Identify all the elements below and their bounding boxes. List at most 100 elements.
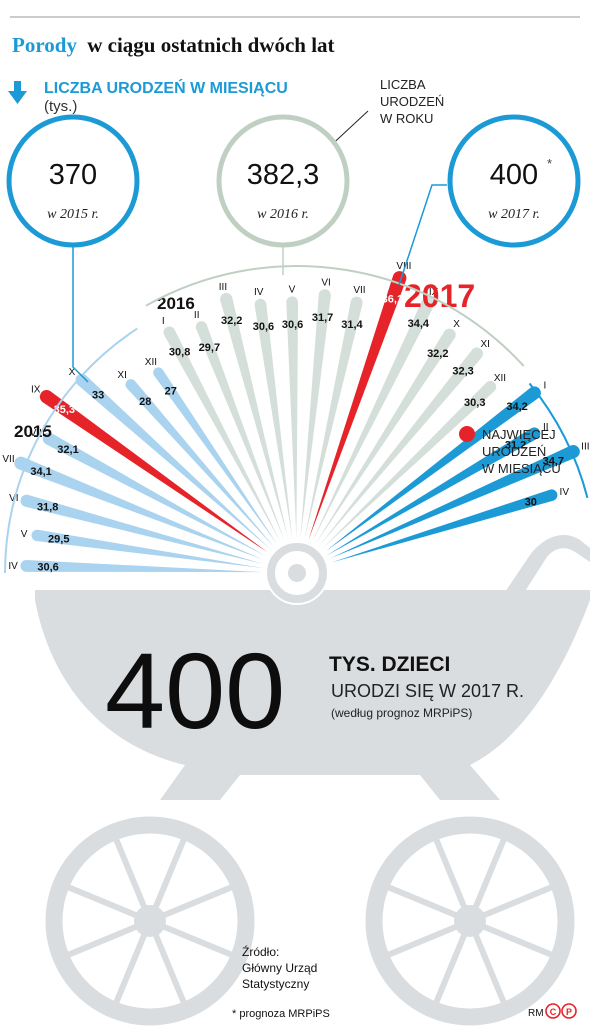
wheel-spoke (468, 918, 555, 959)
bar-2015-VII (13, 455, 267, 562)
year-label-2015: 2015 (14, 422, 52, 441)
wheel-spoke (147, 836, 188, 923)
value-label-2016-IV: 30,6 (253, 321, 274, 333)
wheel-spoke (147, 919, 188, 1006)
legend-line2: URODZEŃ (482, 444, 546, 459)
page-title: Porody w ciągu ostatnich dwóch lat (12, 33, 335, 57)
month-label-2015-XII: XII (145, 357, 157, 368)
summary-big-number: 400 (105, 630, 285, 751)
value-label-2016-X: 32,2 (427, 348, 448, 360)
month-label-2015-XI: XI (117, 370, 126, 381)
bar-2016-II (194, 320, 286, 543)
annual-value-2016: 382,3 (247, 159, 320, 191)
arrow-down-icon (8, 81, 27, 104)
value-label-2016-IX: 34,4 (408, 318, 430, 330)
value-label-2015-IV: 30,6 (37, 561, 58, 573)
month-label-2016-V: V (289, 285, 296, 296)
bar-2017-III (327, 443, 581, 561)
month-label-2016-VI: VI (321, 278, 330, 289)
bar-2015-XI (124, 378, 276, 549)
value-label-2017-IV: 30 (525, 497, 537, 509)
fan-hub (265, 541, 329, 605)
wheel-spoke (467, 836, 508, 923)
bar-2016-III (219, 291, 290, 541)
value-label-2016-III: 32,2 (221, 315, 242, 327)
press-p-icon: P (561, 1003, 577, 1019)
month-label-2016-XII: XII (494, 373, 506, 384)
bar-2015-V (30, 528, 264, 570)
month-label-2015-X: X (69, 367, 76, 378)
bar-2017-II (325, 426, 542, 557)
month-label-2015-IX: IX (31, 385, 41, 396)
value-label-2016-XI: 32,3 (452, 366, 473, 378)
month-label-2015-VII: VII (2, 454, 14, 465)
month-label-2017-III: III (581, 442, 589, 453)
summary-line2: URODZI SIĘ W 2017 R. (331, 681, 524, 701)
value-label-2016-I: 30,8 (169, 347, 190, 359)
wheel-spoke (112, 836, 153, 923)
bar-2016-X (314, 327, 457, 546)
bar-2016-IV (253, 297, 294, 540)
month-label-2016-IX: IX (429, 287, 439, 298)
value-label-2015-VIII: 32,1 (57, 444, 78, 456)
legend-line3: W MIESIĄCU (482, 461, 561, 476)
month-label-2016-VIII: VIII (396, 261, 411, 272)
fan-chart: IV 30,6V 29,5VI31,8VII34,1VIII32,1IX35,3X3… (2, 261, 589, 573)
bracket-2015 (4, 327, 138, 574)
legend-red-dot (459, 426, 475, 442)
annual-label-line3: W ROKU (380, 111, 433, 126)
value-label-2017-III: 34,7 (543, 455, 564, 467)
annual-asterisk-2017: * (547, 156, 552, 171)
bracket-2016 (145, 265, 525, 367)
wheel-spoke (112, 919, 153, 1006)
footnote: * prognoza MRPiPS (232, 1008, 330, 1020)
annual-value-2017: 400 (490, 159, 538, 191)
wheel-spoke (467, 919, 508, 1006)
value-label-2015-V: 29,5 (48, 534, 69, 546)
bar-2015-VI (19, 493, 265, 566)
value-label-2015-XII: 27 (165, 386, 177, 398)
annual-circle-2016: 382,3 w 2016 r. (216, 114, 350, 275)
month-label-2015-V: V (21, 529, 28, 540)
value-label-2016-V: 30,6 (282, 319, 303, 331)
subtitle-label: LICZBA URODZEŃ W MIESIĄCU (44, 78, 288, 97)
annual-label-line2: URODZEŃ (380, 94, 444, 109)
value-label-2017-II: 31,2 (505, 439, 526, 451)
value-label-2015-VII: 34,1 (30, 466, 51, 478)
month-label-2017-I: I (544, 380, 547, 391)
value-label-2016-VIII: 36,1 (382, 294, 403, 306)
source-line1: Źródło: (242, 944, 279, 959)
bar-2016-XI (317, 346, 485, 548)
wheel-spoke (385, 883, 472, 924)
annual-caption-2015: w 2015 r. (47, 207, 99, 222)
wheel-spoke (468, 883, 555, 924)
summary-line3: (według prognoz MRPiPS) (331, 706, 472, 720)
annual-label-line1: LICZBA (380, 77, 426, 92)
pram-illustration (35, 535, 590, 1026)
value-label-2016-II: 29,7 (199, 342, 220, 354)
svg-text:P: P (566, 1007, 572, 1017)
month-label-2016-II: II (194, 310, 200, 321)
wheel-spoke (148, 883, 235, 924)
copyright-icon: C (545, 1003, 561, 1019)
bar-2015-VIII (41, 431, 268, 558)
annual-value-2015: 370 (49, 159, 97, 191)
wheel-spoke (65, 883, 152, 924)
month-label-2015-VIII: VIII (30, 428, 45, 439)
value-label-2015-X: 33 (92, 390, 104, 402)
wheel-spoke (65, 918, 152, 959)
wheel-spoke (432, 836, 473, 923)
month-label-2015-IV: IV (8, 561, 18, 572)
value-label-2016-XII: 30,3 (464, 397, 485, 409)
month-label-2017-II: II (543, 422, 549, 433)
bar-2016-V (285, 295, 300, 540)
source-line2: Główny Urząd (242, 961, 317, 975)
annual-circle-2015: 370 w 2015 r. (6, 114, 140, 383)
legend-line1: NAJWIĘCEJ (482, 427, 556, 442)
month-label-2016-I: I (162, 316, 165, 327)
year-label-2017: 2017 (404, 278, 475, 314)
annual-caption-2016: w 2016 r. (257, 207, 309, 222)
svg-text:C: C (550, 1007, 557, 1017)
month-label-2017-IV: IV (560, 487, 570, 498)
